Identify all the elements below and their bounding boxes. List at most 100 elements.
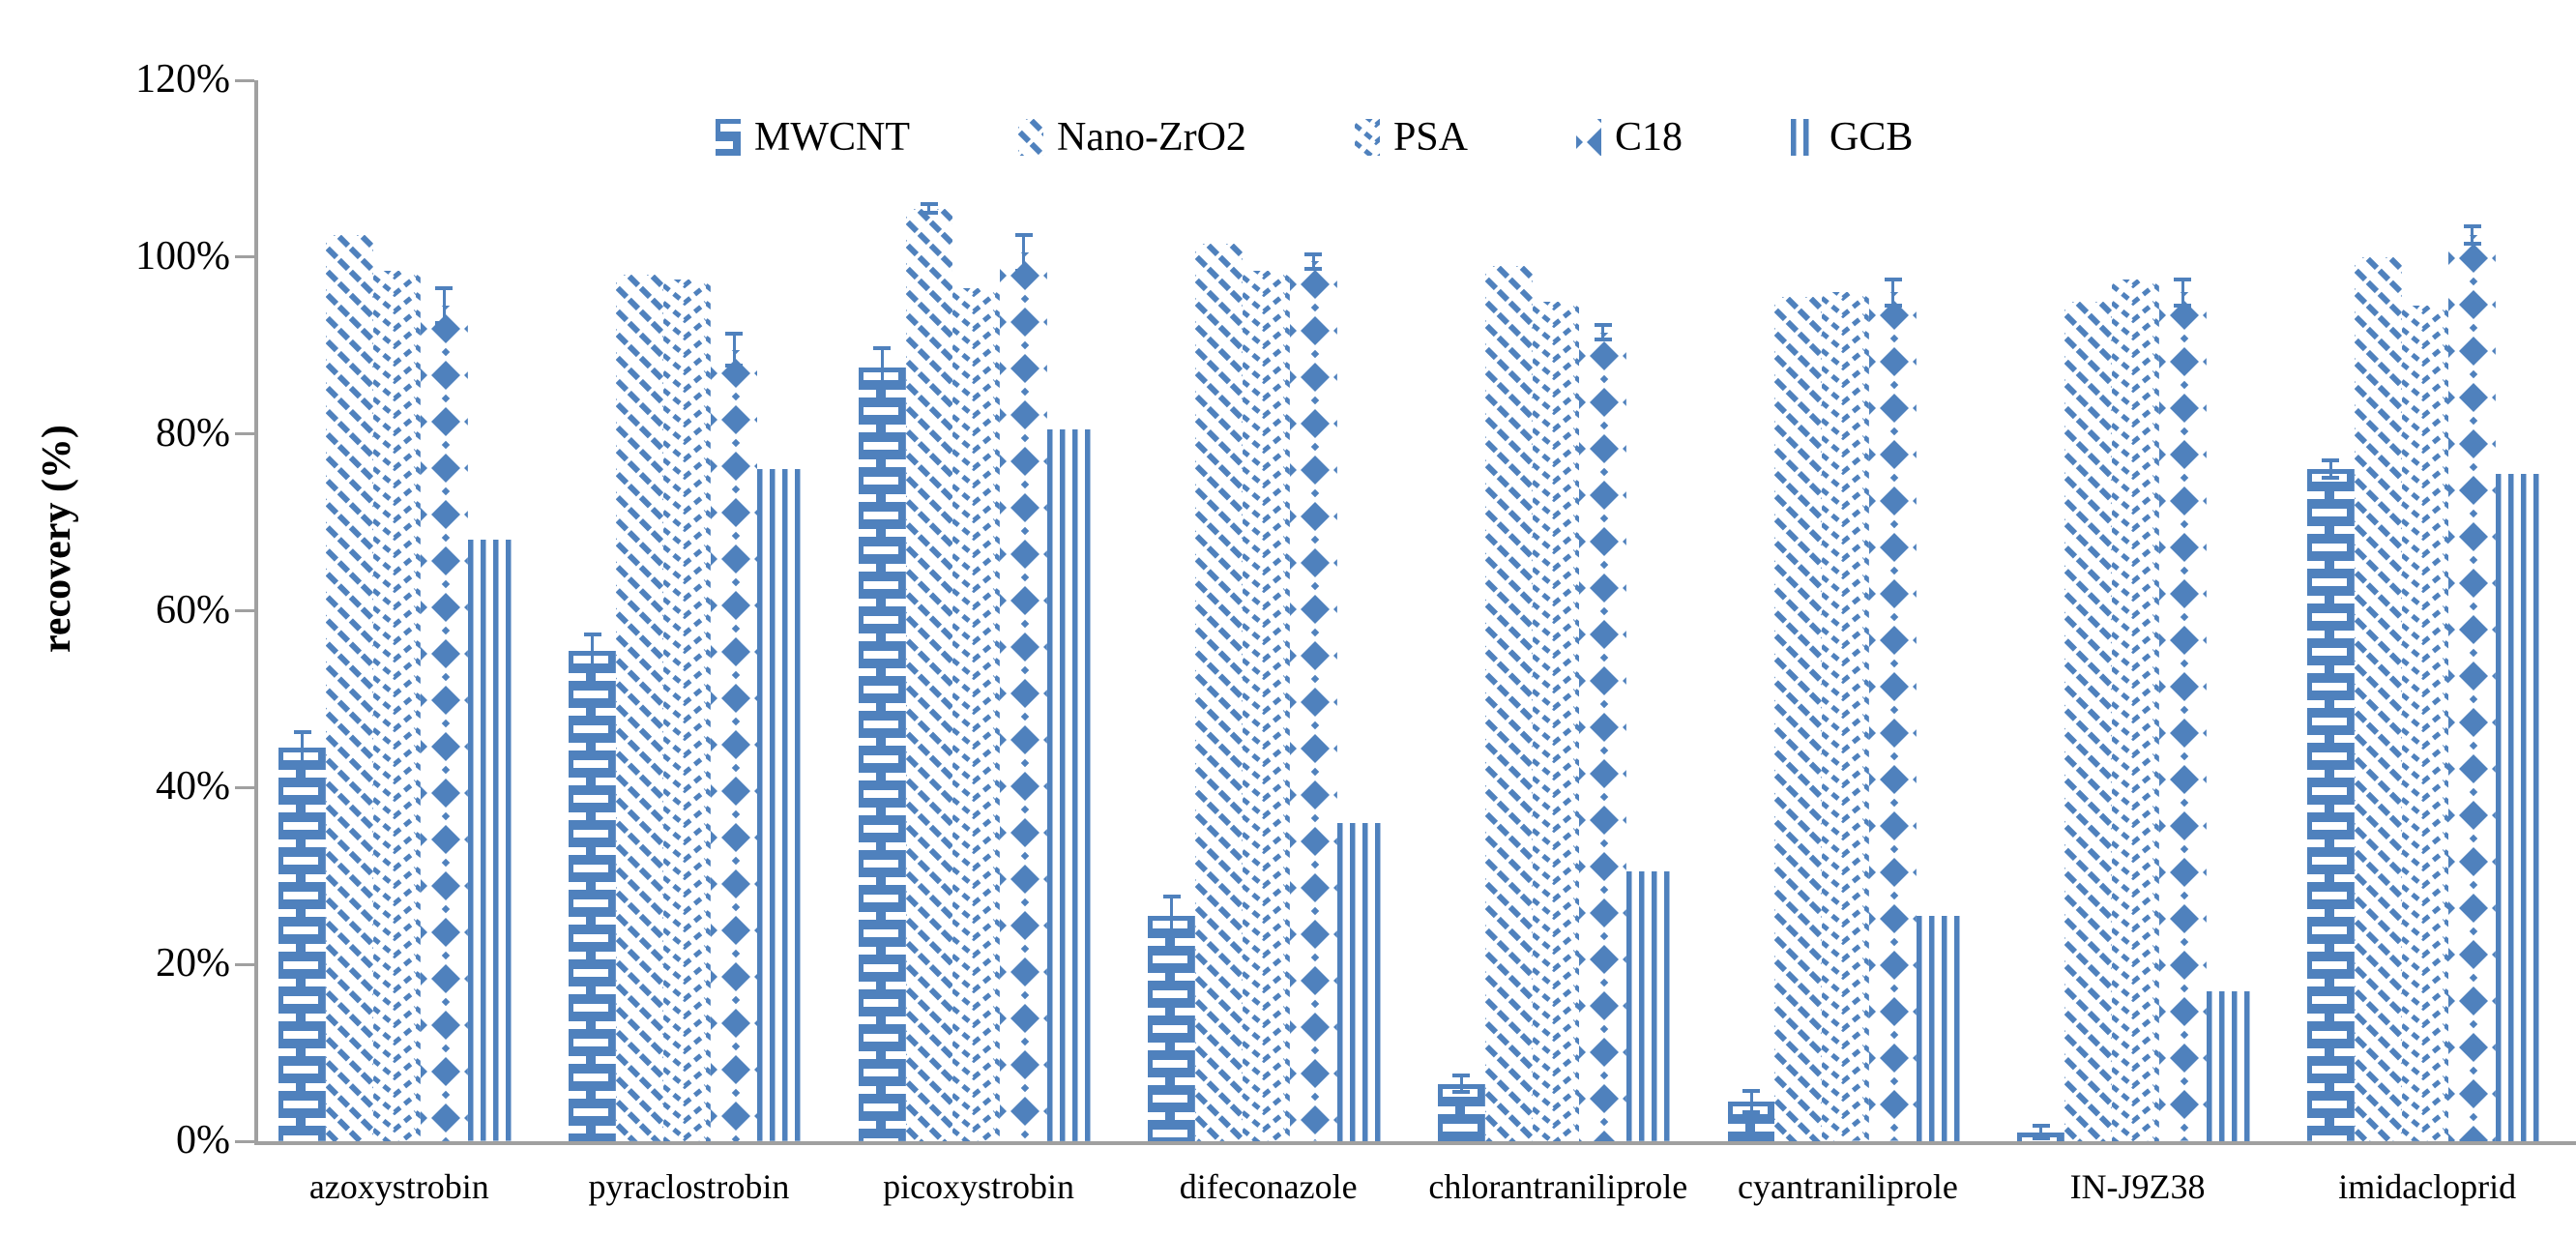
error-bar-cap-bottom	[725, 364, 744, 368]
error-bar-cap-bottom	[1304, 266, 1323, 271]
x-category-label: picoxystrobin	[883, 1167, 1075, 1206]
error-bar-cap-bottom	[435, 321, 454, 326]
error-bar-cap-bottom	[293, 761, 311, 766]
error-bar-stem	[1601, 325, 1605, 339]
y-tick-label: 0%	[176, 1118, 230, 1162]
bar-gcb-azoxystrobin	[467, 540, 515, 1141]
bar-nanozro2-cyantraniliprole	[1774, 296, 1823, 1141]
bar-gcb-pyraclostrobin	[757, 469, 805, 1141]
bar-psa-cyantraniliprole	[1822, 292, 1870, 1141]
error-bar-cap-top	[1742, 1088, 1760, 1093]
bar-c18-difeconazole	[1289, 261, 1337, 1141]
error-bar-cap-top	[725, 332, 744, 337]
error-bar-cap-top	[1304, 252, 1323, 257]
error-bar-cap-top	[293, 729, 311, 734]
error-bar-cap-top	[1452, 1074, 1471, 1078]
x-category-label: chlorantraniliprole	[1428, 1167, 1688, 1206]
bar-c18-azoxystrobin	[420, 306, 468, 1141]
bar-c18-chlorantraniliprole	[1579, 332, 1627, 1141]
y-tick-label: 100%	[135, 233, 230, 279]
diamond-pattern-swatch-icon	[1576, 119, 1601, 156]
error-bar-stem	[880, 347, 884, 388]
bar-gcb-cyantraniliprole	[1916, 915, 1964, 1141]
bar-gcb-imidacloprid	[2496, 473, 2544, 1141]
legend-item-gcb: GCB	[1791, 114, 1913, 161]
error-bar-cap-bottom	[1594, 337, 1612, 341]
error-bar-cap-top	[1014, 232, 1033, 237]
x-category-label: azoxystrobin	[308, 1167, 489, 1206]
y-tick-mark	[235, 1139, 254, 1143]
bar-gcb-picoxystrobin	[1047, 429, 1095, 1141]
bar-psa-difeconazole	[1243, 270, 1290, 1141]
y-tick-label: 20%	[156, 941, 230, 986]
error-bar-cap-bottom	[2322, 476, 2340, 481]
error-bar-stem	[2039, 1126, 2043, 1139]
error-bar-cap-top	[2032, 1124, 2050, 1129]
y-tick-label: 60%	[156, 587, 230, 633]
diagonal-pattern-swatch-icon	[1018, 119, 1043, 156]
bar-mwcnt-azoxystrobin	[278, 748, 327, 1141]
bar-psa-chlorantraniliprole	[1532, 301, 1580, 1141]
legend-item-c18: C18	[1576, 114, 1683, 161]
y-tick-mark	[235, 785, 254, 789]
bar-psa-inj9z38	[2111, 279, 2159, 1141]
error-bar-cap-bottom	[1014, 268, 1033, 273]
error-bar-stem	[732, 334, 736, 367]
error-bar-stem	[1891, 279, 1895, 307]
legend-item-nanozro2: Nano-ZrO2	[1018, 114, 1246, 161]
error-bar-stem	[2181, 279, 2184, 307]
error-bar-stem	[1459, 1075, 1463, 1092]
bar-mwcnt-pyraclostrobin	[569, 650, 616, 1141]
legend-item-mwcnt: MWCNT	[716, 114, 910, 161]
x-category-label: IN-J9Z38	[2069, 1167, 2206, 1206]
y-tick-mark	[235, 609, 254, 612]
y-tick-label: 40%	[156, 764, 230, 809]
legend-label: MWCNT	[754, 115, 910, 160]
error-bar-stem	[301, 731, 305, 764]
error-bar-cap-bottom	[920, 211, 938, 216]
bar-psa-imidacloprid	[2401, 306, 2449, 1141]
bar-mwcnt-imidacloprid	[2306, 469, 2355, 1141]
error-bar-cap-top	[435, 285, 454, 290]
bar-nanozro2-imidacloprid	[2354, 256, 2402, 1141]
error-bar-stem	[442, 287, 446, 324]
error-bar-cap-bottom	[1452, 1089, 1471, 1094]
error-bar-stem	[1749, 1090, 1753, 1112]
x-category-label: imidacloprid	[2338, 1167, 2517, 1206]
bar-c18-picoxystrobin	[1000, 252, 1048, 1141]
bar-c18-cyantraniliprole	[1869, 292, 1917, 1141]
error-bar-cap-top	[1884, 277, 1902, 281]
error-bar-cap-bottom	[583, 664, 601, 669]
error-bar-stem	[2471, 225, 2474, 245]
error-bar-cap-top	[583, 633, 601, 637]
bar-nanozro2-chlorantraniliprole	[1484, 265, 1533, 1141]
brick-pattern-swatch-icon	[716, 119, 741, 156]
x-category-label: difeconazole	[1179, 1167, 1358, 1206]
error-bar-cap-top	[873, 345, 892, 350]
bar-gcb-difeconazole	[1336, 822, 1385, 1141]
error-bar-stem	[927, 203, 931, 214]
x-axis-line	[254, 1141, 2576, 1145]
x-category-label: cyantraniliprole	[1737, 1167, 1958, 1206]
error-bar-cap-top	[2463, 223, 2481, 228]
y-tick-mark	[235, 255, 254, 259]
error-bar-cap-bottom	[1884, 304, 1902, 309]
legend-label: GCB	[1830, 115, 1914, 160]
bar-nanozro2-difeconazole	[1195, 244, 1243, 1141]
error-bar-cap-bottom	[1162, 932, 1181, 937]
y-tick-label: 80%	[156, 410, 230, 456]
bar-nanozro2-pyraclostrobin	[615, 275, 663, 1141]
y-tick-mark	[235, 432, 254, 436]
bar-c18-pyraclostrobin	[710, 349, 758, 1141]
chevron-pattern-swatch-icon	[1354, 119, 1380, 156]
bar-nanozro2-picoxystrobin	[905, 208, 953, 1141]
bar-psa-azoxystrobin	[373, 270, 421, 1141]
error-bar-cap-top	[1594, 323, 1612, 328]
bar-psa-picoxystrobin	[952, 287, 1001, 1141]
bar-c18-imidacloprid	[2448, 234, 2497, 1141]
error-bar-cap-top	[920, 201, 938, 206]
error-bar-cap-top	[2322, 458, 2340, 463]
error-bar-cap-bottom	[1742, 1109, 1760, 1114]
y-axis-title: recovery (%)	[35, 425, 79, 653]
